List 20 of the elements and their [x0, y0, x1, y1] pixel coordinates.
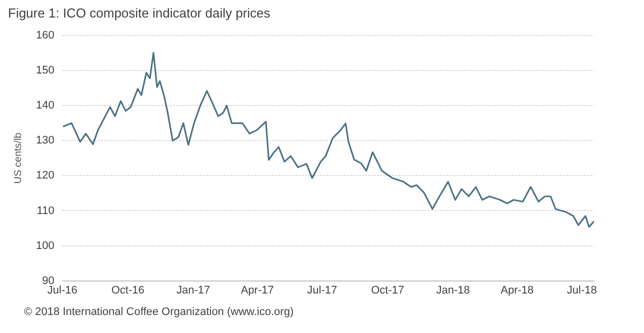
x-tick-label: Jul-18	[566, 284, 597, 296]
y-tick-label: 160	[36, 30, 54, 42]
x-tick-label: Jul-16	[47, 284, 78, 296]
x-tick-label: Jan-18	[436, 284, 470, 296]
x-tick-label: Jan-17	[176, 284, 210, 296]
y-tick-label: 100	[36, 240, 54, 252]
x-tick-label: Jul-17	[307, 284, 338, 296]
y-tick-label: 120	[36, 170, 54, 182]
x-tick-label: Apr-17	[240, 284, 274, 296]
y-tick-label: 110	[36, 204, 54, 217]
y-tick-label: 90	[42, 274, 54, 287]
text: © 2018 International Coffee Organization (www.ico.org)	[23, 306, 295, 318]
y-axis-title: US cents/lb	[12, 132, 24, 184]
chart-title: Figure 1: ICO composite indicator daily prices	[8, 5, 271, 20]
y-tick-label: 130	[36, 134, 54, 147]
x-tick-label: Oct-16	[111, 284, 144, 296]
y-tick-label: 140	[36, 100, 54, 112]
x-tick-label: Apr-18	[500, 284, 534, 296]
x-tick-label: Oct-17	[371, 284, 404, 296]
y-tick-label: 150	[36, 64, 54, 77]
